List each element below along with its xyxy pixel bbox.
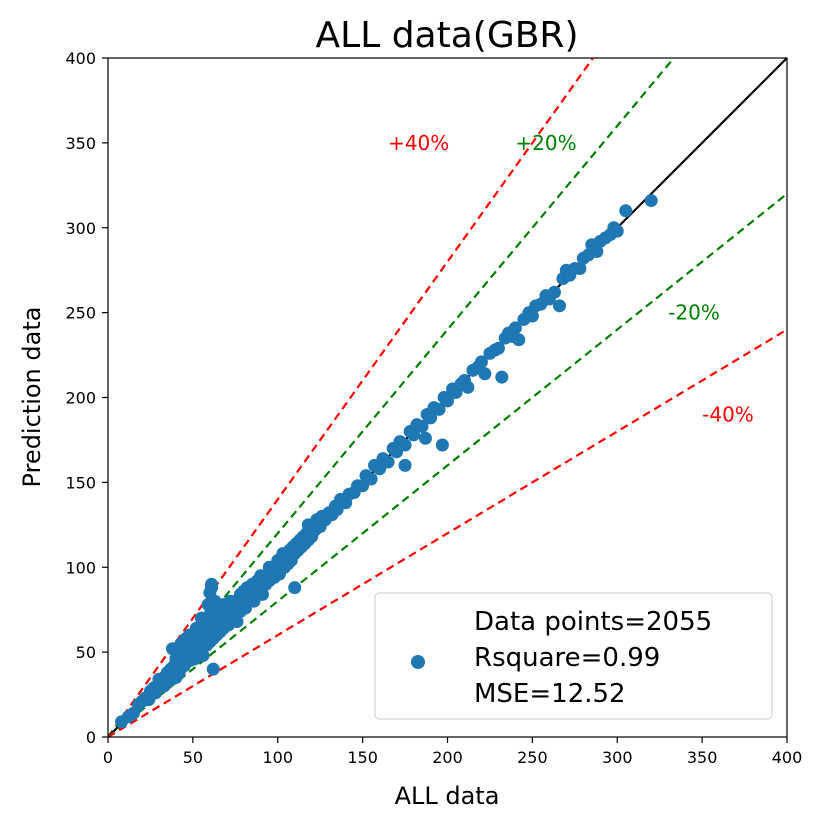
- chart-title: ALL data(GBR): [316, 15, 579, 56]
- x-tick-label: 0: [103, 748, 113, 767]
- data-point: [474, 355, 488, 369]
- y-tick-label: 300: [65, 219, 96, 238]
- y-tick-label: 50: [76, 643, 96, 662]
- reference-line-3: [108, 192, 787, 737]
- data-point: [512, 333, 526, 347]
- data-point: [398, 458, 412, 472]
- data-point: [495, 370, 509, 384]
- data-point: [547, 285, 561, 299]
- y-tick-label: 400: [65, 49, 96, 68]
- data-point: [610, 224, 624, 238]
- data-point: [619, 204, 633, 218]
- legend-box: [374, 592, 773, 720]
- data-point: [424, 411, 438, 425]
- data-point: [288, 581, 302, 595]
- data-point: [525, 309, 539, 323]
- y-tick-label: 100: [65, 558, 96, 577]
- x-tick-label: 350: [687, 748, 718, 767]
- x-tick-label: 250: [517, 748, 548, 767]
- data-point: [381, 455, 395, 469]
- data-point: [205, 577, 219, 591]
- legend-line-2: Rsquare=0.99: [474, 643, 660, 673]
- x-tick-label: 100: [262, 748, 293, 767]
- data-point: [364, 472, 378, 486]
- x-tick-label: 50: [183, 748, 203, 767]
- data-point: [418, 431, 432, 445]
- data-points: [115, 194, 658, 729]
- data-point: [644, 194, 658, 208]
- reference-label-0: +40%: [388, 131, 449, 155]
- y-tick-label: 350: [65, 134, 96, 153]
- data-point: [553, 299, 567, 313]
- data-point: [573, 261, 587, 275]
- reference-line-4: [108, 328, 787, 737]
- reference-label-3: -20%: [668, 301, 720, 325]
- data-point: [398, 438, 412, 452]
- reference-label-1: +20%: [515, 131, 576, 155]
- legend: Data points=2055 Rsquare=0.99 MSE=12.52: [374, 592, 773, 720]
- legend-line-3: MSE=12.52: [474, 679, 626, 709]
- data-point: [415, 419, 429, 433]
- data-point: [230, 615, 244, 629]
- y-tick-label: 250: [65, 304, 96, 323]
- y-axis-title: Prediction data: [18, 307, 46, 488]
- x-tick-label: 150: [347, 748, 378, 767]
- x-tick-label: 300: [602, 748, 633, 767]
- reference-line-0: [108, 58, 594, 737]
- data-point: [432, 402, 446, 416]
- data-point: [206, 662, 220, 676]
- x-tick-label: 400: [772, 748, 803, 767]
- x-tick-label: 200: [432, 748, 463, 767]
- legend-marker: [411, 655, 425, 669]
- x-axis: 0 50 100 150 200 250 300 350 400: [103, 737, 802, 767]
- data-point: [491, 341, 505, 355]
- y-tick-label: 150: [65, 473, 96, 492]
- data-point: [590, 245, 604, 259]
- data-point: [461, 380, 475, 394]
- reference-labels: +40% +20% -20% -40%: [388, 131, 754, 427]
- data-point: [407, 428, 421, 442]
- data-point: [435, 438, 449, 452]
- data-point: [478, 367, 492, 381]
- data-point: [255, 587, 269, 601]
- y-tick-label: 0: [86, 728, 96, 747]
- data-point: [196, 649, 210, 663]
- x-axis-title: ALL data: [395, 782, 500, 810]
- y-tick-label: 200: [65, 389, 96, 408]
- data-point: [441, 394, 454, 408]
- reference-label-4: -40%: [702, 402, 754, 426]
- y-axis: 0 50 100 150 200 250 300 350 400: [65, 49, 108, 747]
- legend-line-1: Data points=2055: [474, 607, 712, 637]
- data-point: [508, 321, 522, 335]
